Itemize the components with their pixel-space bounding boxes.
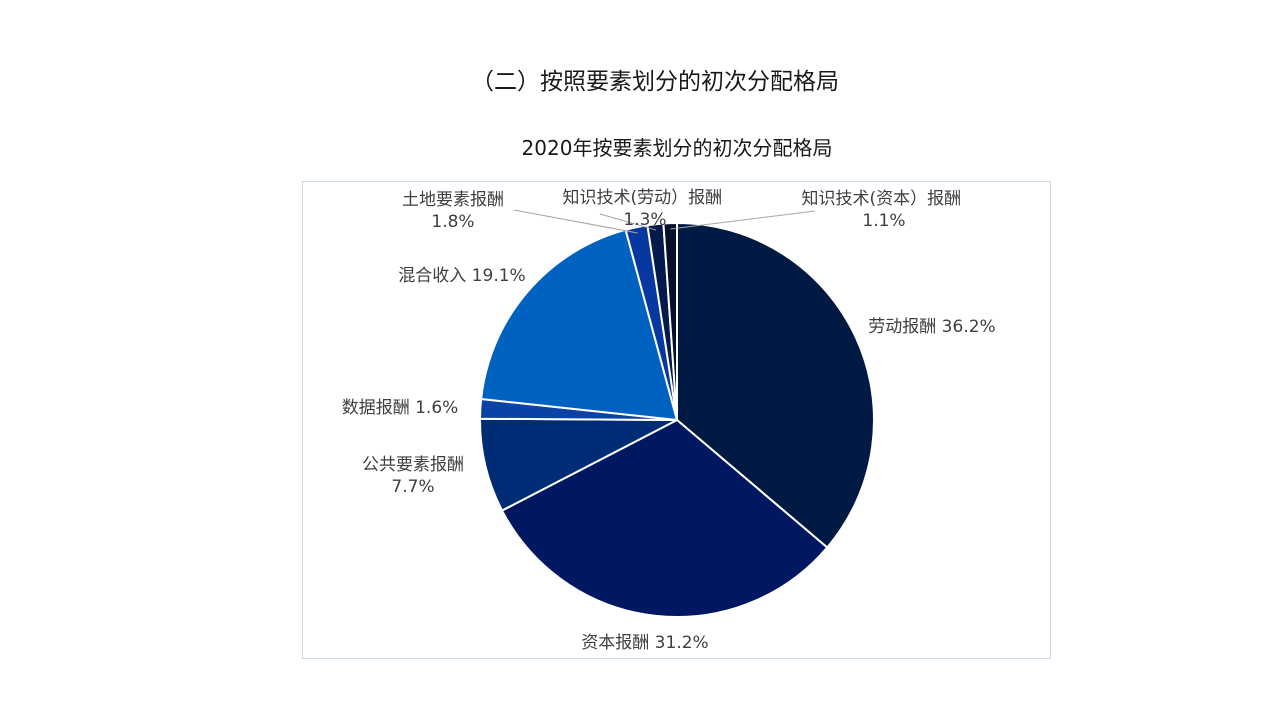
slice-label: 土地要素报酬 1.8%: [402, 190, 504, 232]
pie-slice: [676, 221, 875, 549]
chart-title: 2020年按要素划分的初次分配格局: [521, 136, 833, 160]
pie-slice: [480, 228, 679, 422]
slice-label: 公共要素报酬 7.7%: [362, 455, 464, 497]
pie-slices: [478, 221, 875, 618]
slice-label: 资本报酬 31.2%: [581, 633, 708, 653]
slice-label: 知识技术(劳动）报酬 1.3%: [562, 188, 727, 230]
slice-label: 数据报酬 1.6%: [342, 398, 459, 418]
pie-leader-lines: [513, 209, 816, 234]
leader-line: [670, 210, 816, 230]
leader-line: [513, 209, 638, 234]
slice-label: 知识技术(资本）报酬 1.1%: [801, 189, 966, 231]
pie-slice: [478, 417, 678, 512]
leader-line: [599, 213, 657, 231]
section-heading: （二）按照要素划分的初次分配格局: [471, 69, 839, 95]
pie-labels: 劳动报酬 36.2% 资本报酬 31.2% 公共要素报酬 7.7% 数据报酬 1.6% 混…: [342, 188, 996, 653]
slice-label: 混合收入 19.1%: [398, 266, 525, 286]
slice-label: 劳动报酬 36.2%: [868, 317, 995, 337]
pie-slice: [662, 221, 678, 421]
chart-frame: [302, 181, 1051, 659]
